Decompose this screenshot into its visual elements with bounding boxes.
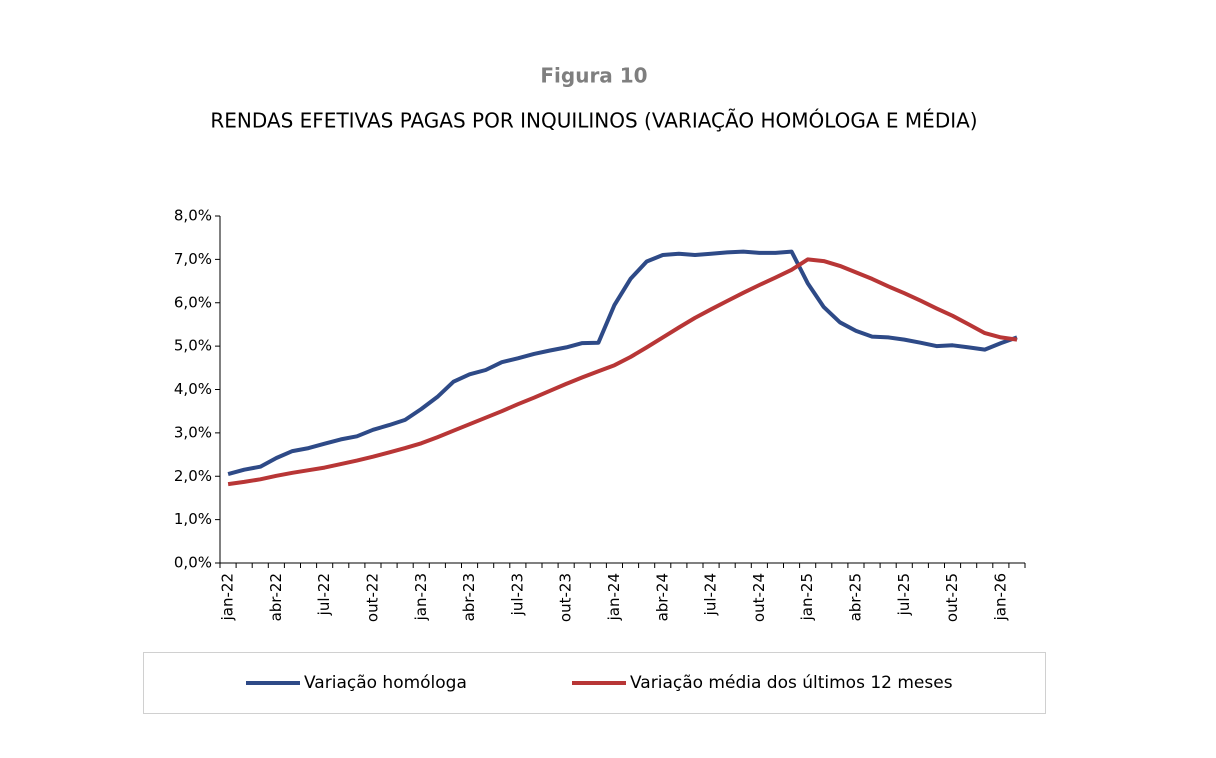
y-tick-label: 0,0% — [174, 554, 212, 572]
x-tick-label: jan-24 — [605, 573, 623, 621]
x-tick-label: out-23 — [557, 573, 575, 622]
x-tick-label: abr-23 — [460, 573, 478, 621]
y-tick-label: 3,0% — [174, 423, 212, 441]
x-tick-label: abr-22 — [267, 573, 285, 621]
y-tick-label: 1,0% — [174, 510, 212, 528]
x-tick-label: out-22 — [363, 573, 381, 622]
x-tick-label: out-25 — [943, 573, 961, 622]
legend-label: Variação média dos últimos 12 meses — [630, 673, 953, 693]
y-tick-label: 8,0% — [174, 207, 212, 225]
x-tick-label: jul-23 — [508, 573, 526, 616]
y-tick-label: 4,0% — [174, 380, 212, 398]
x-tick-label: jan-22 — [219, 573, 237, 621]
legend-box — [143, 652, 1046, 714]
legend-label: Variação homóloga — [304, 673, 467, 693]
x-tick-label: abr-24 — [653, 573, 671, 621]
chart-subtitle: RENDAS EFETIVAS PAGAS POR INQUILINOS (VA… — [210, 109, 977, 133]
y-tick-label: 6,0% — [174, 293, 212, 311]
x-tick-label: out-24 — [750, 573, 768, 622]
y-tick-label: 2,0% — [174, 467, 212, 485]
x-tick-label: jan-25 — [798, 573, 816, 621]
y-tick-label: 7,0% — [174, 250, 212, 268]
x-tick-label: jul-24 — [702, 573, 720, 616]
x-tick-label: jan-23 — [412, 573, 430, 621]
x-tick-label: abr-25 — [846, 573, 864, 621]
line-series — [227, 249, 1018, 477]
x-tick-label: jul-22 — [315, 573, 333, 616]
line-series — [227, 257, 1018, 487]
chart-title: Figura 10 — [540, 64, 647, 88]
x-tick-label: jul-25 — [895, 573, 913, 616]
x-tick-label: jan-26 — [991, 573, 1009, 621]
y-tick-label: 5,0% — [174, 337, 212, 355]
